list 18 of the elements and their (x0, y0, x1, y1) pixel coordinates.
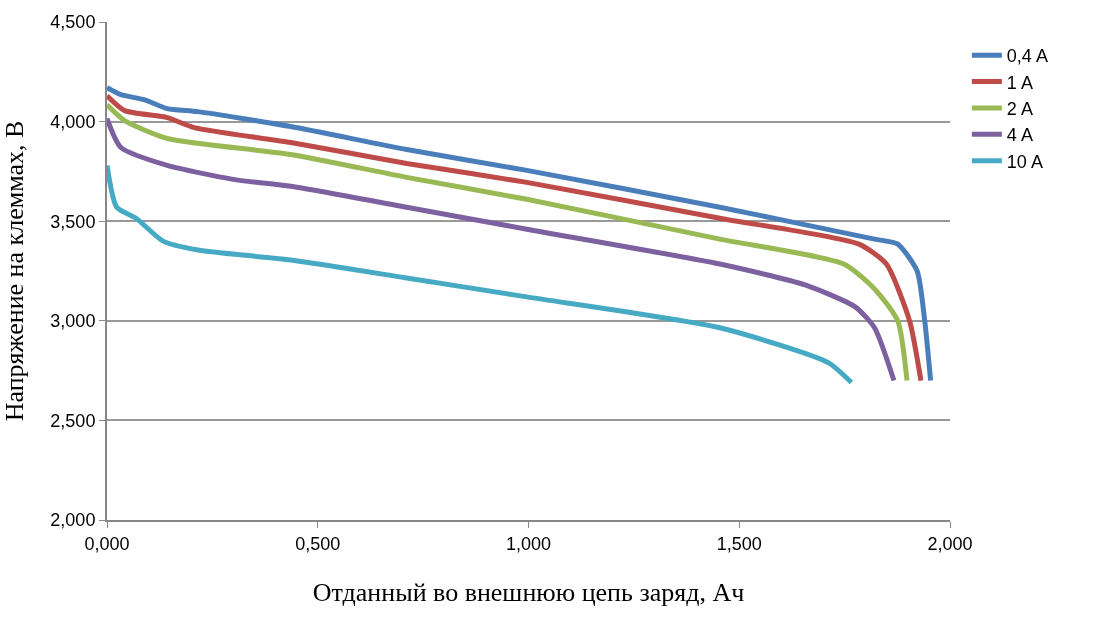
x-tick-label: 0,500 (295, 533, 341, 554)
legend-label: 0,4 A (1006, 46, 1048, 67)
legend-label: 10 A (1006, 151, 1043, 172)
y-tick-label: 3,000 (50, 311, 96, 332)
x-tick-label: 1,500 (716, 533, 762, 554)
legend-label: 2 A (1006, 98, 1033, 119)
legend-label: 4 A (1006, 125, 1033, 146)
x-tick-label: 0,000 (84, 533, 130, 554)
x-tick-label: 1,000 (505, 533, 552, 554)
y-tick-label: 3,500 (50, 211, 96, 232)
x-tick-label: 2,000 (927, 533, 973, 554)
y-tick-label: 2,500 (50, 410, 96, 431)
y-tick-label: 4,500 (50, 12, 96, 33)
y-axis-title: Напряжение на клеммах, В (0, 120, 29, 422)
legend-label: 1 A (1006, 72, 1033, 93)
y-tick-label: 4,000 (50, 111, 96, 132)
x-axis-title: Отданный во внешнюю цепь заряд, Ач (312, 577, 745, 607)
y-tick-label: 2,000 (50, 510, 96, 531)
